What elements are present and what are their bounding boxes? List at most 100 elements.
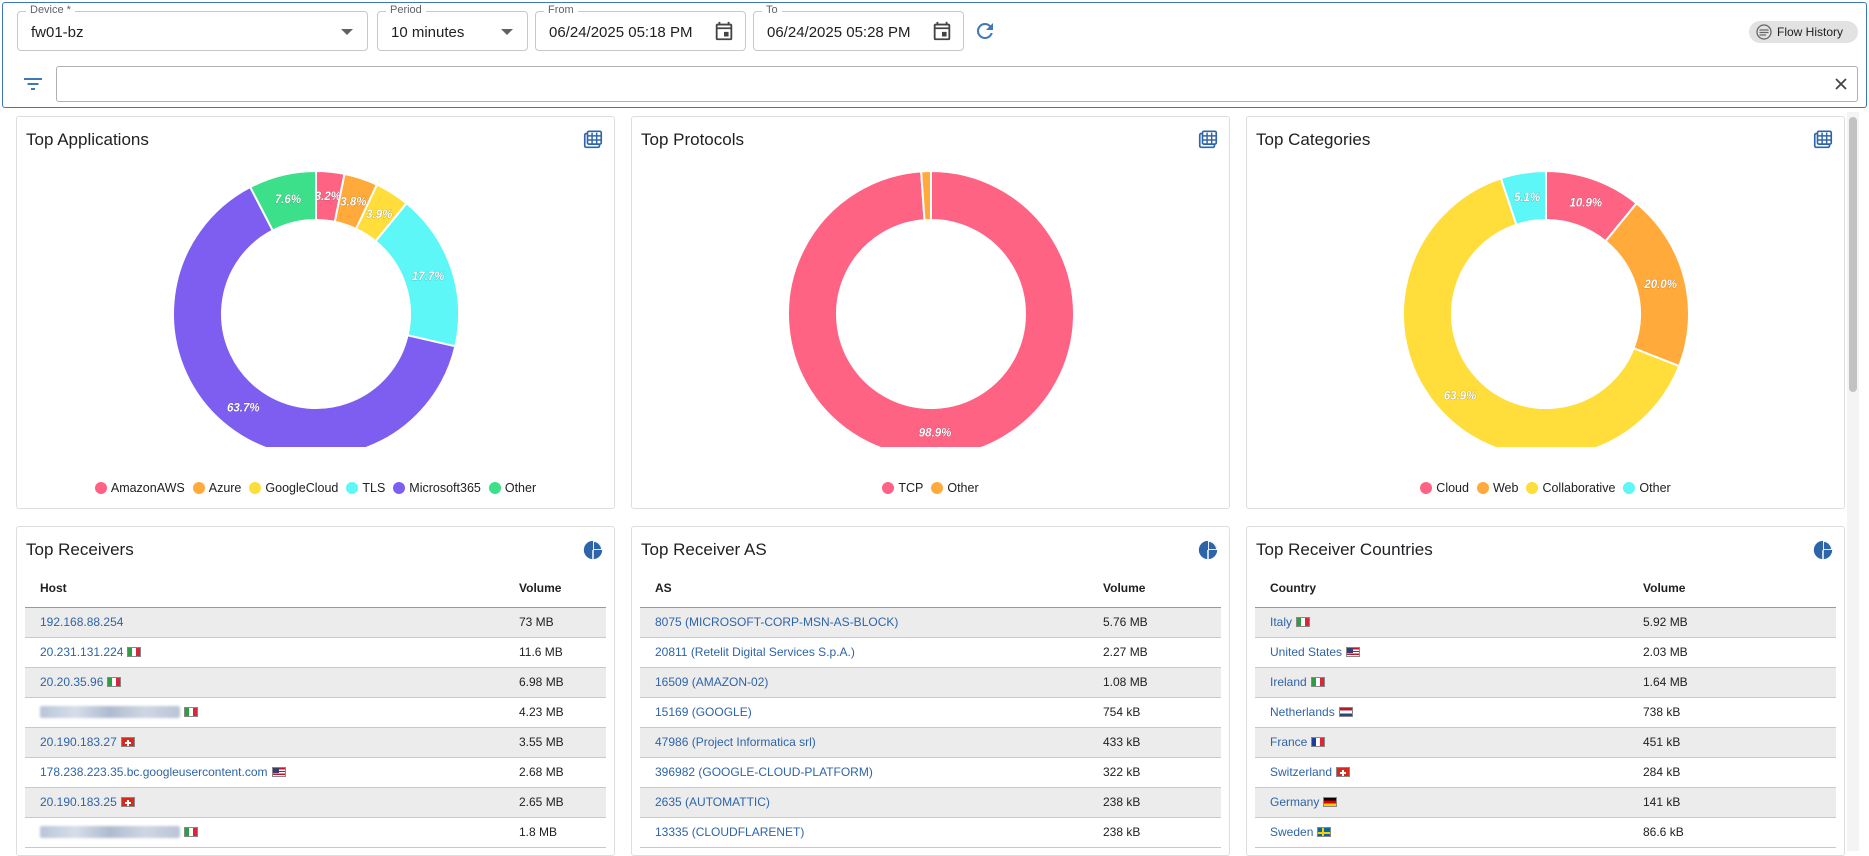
- table-header-row: Host Volume: [25, 570, 606, 608]
- table-row: 47986 (Project Informatica srl) 433 kB: [640, 727, 1221, 758]
- legend-item-googlecloud[interactable]: GoogleCloud: [249, 481, 338, 495]
- legend-item-amazonaws[interactable]: AmazonAWS: [94, 481, 185, 495]
- slice-collaborative[interactable]: [1402, 177, 1681, 447]
- table-row: 20811 (Retelit Digital Services S.p.A.) 2…: [640, 637, 1221, 668]
- slice-label-googlecloud: 3.9%: [366, 209, 392, 221]
- name-cell: Germany: [1255, 787, 1628, 818]
- table-view-icon[interactable]: [1812, 129, 1834, 151]
- table-row: United States 2.03 MB: [1255, 637, 1836, 668]
- table-row: Netherlands 738 kB: [1255, 697, 1836, 728]
- volume-cell: 238 kB: [1088, 787, 1221, 818]
- column-header-volume[interactable]: Volume: [504, 570, 606, 608]
- row-link[interactable]: Sweden: [1270, 825, 1314, 839]
- volume-cell: 5.76 MB: [1088, 607, 1221, 638]
- row-link[interactable]: 13335 (CLOUDFLARENET): [655, 825, 805, 839]
- legend-item-cloud[interactable]: Cloud: [1420, 481, 1469, 495]
- pie-chart-icon[interactable]: [1812, 539, 1834, 561]
- column-header-volume[interactable]: Volume: [1088, 570, 1221, 608]
- volume-cell: 2.03 MB: [1628, 637, 1836, 668]
- column-header-host[interactable]: Host: [25, 570, 504, 608]
- row-link[interactable]: 20.20.35.96: [40, 675, 104, 689]
- protocols-donut-chart: 98.9%: [787, 169, 1075, 447]
- pie-chart-icon[interactable]: [1197, 539, 1219, 561]
- card-title: Top Applications: [26, 130, 149, 149]
- slice-microsoft365[interactable]: [172, 185, 457, 447]
- scrollbar-thumb[interactable]: [1849, 117, 1857, 392]
- legend-item-tcp[interactable]: TCP: [882, 481, 923, 495]
- flag-ch-icon: [1336, 767, 1351, 777]
- legend-item-azure[interactable]: Azure: [192, 481, 241, 495]
- column-header-country[interactable]: Country: [1255, 570, 1628, 608]
- flow-history-label: Flow History: [1777, 25, 1844, 39]
- name-cell: United States: [1255, 637, 1628, 668]
- row-link[interactable]: 15169 (GOOGLE): [655, 705, 752, 719]
- legend-item-tls[interactable]: TLS: [346, 481, 385, 495]
- legend-swatch: [1526, 482, 1539, 494]
- legend-item-web[interactable]: Web: [1476, 481, 1518, 495]
- legend-item-other[interactable]: Other: [931, 481, 979, 495]
- slice-tcp[interactable]: [787, 169, 1075, 447]
- filter-icon[interactable]: [23, 75, 43, 93]
- row-link[interactable]: 20.190.183.27: [40, 735, 117, 749]
- period-select[interactable]: Period 10 minutes: [377, 4, 528, 51]
- card-title: Top Protocols: [641, 130, 744, 149]
- device-select[interactable]: Device * fw01-bz: [17, 4, 368, 51]
- row-link[interactable]: Germany: [1270, 795, 1320, 809]
- pie-chart-icon[interactable]: [582, 539, 604, 561]
- legend-swatch: [192, 482, 205, 494]
- table-row: 8075 (MICROSOFT-CORP-MSN-AS-BLOCK) 5.76 M…: [640, 607, 1221, 638]
- row-link[interactable]: 8075 (MICROSOFT-CORP-MSN-AS-BLOCK): [655, 615, 899, 629]
- row-link[interactable]: 178.238.223.35.bc.googleusercontent.com: [40, 765, 268, 779]
- legend-item-other[interactable]: Other: [1623, 481, 1671, 495]
- close-icon[interactable]: [1833, 76, 1849, 92]
- row-link[interactable]: Switzerland: [1270, 765, 1333, 779]
- table-row: 178.238.223.35.bc.googleusercontent.com 2…: [25, 757, 606, 788]
- table-row: Germany 141 kB: [1255, 787, 1836, 818]
- column-header-volume[interactable]: Volume: [1628, 570, 1836, 608]
- name-cell: Italy: [1255, 607, 1628, 638]
- row-link[interactable]: Netherlands: [1270, 705, 1335, 719]
- legend-item-collaborative[interactable]: Collaborative: [1526, 481, 1615, 495]
- volume-cell: 73 MB: [504, 607, 606, 638]
- to-date-field[interactable]: To 06/24/2025 05:28 PM: [753, 4, 964, 51]
- slice-label-cloud: 10.9%: [1570, 197, 1603, 209]
- table-view-icon[interactable]: [1197, 129, 1219, 151]
- row-link[interactable]: 20811 (Retelit Digital Services S.p.A.): [655, 645, 855, 659]
- row-link[interactable]: 20.190.183.25: [40, 795, 117, 809]
- calendar-icon[interactable]: [931, 20, 953, 42]
- from-date-field[interactable]: From 06/24/2025 05:18 PM: [535, 4, 746, 51]
- row-link[interactable]: Italy: [1270, 615, 1293, 629]
- row-link[interactable]: France: [1270, 735, 1308, 749]
- legend-swatch: [1623, 482, 1636, 494]
- slice-other[interactable]: [920, 169, 932, 222]
- legend-item-other[interactable]: Other: [488, 481, 536, 495]
- refresh-icon[interactable]: [973, 19, 997, 43]
- slice-label-azure: 3.8%: [340, 197, 366, 209]
- row-link[interactable]: 47986 (Project Informatica srl): [655, 735, 816, 749]
- slice-other[interactable]: [1499, 169, 1547, 227]
- redacted-host-link[interactable]: [40, 706, 180, 718]
- row-link[interactable]: United States: [1270, 645, 1343, 659]
- row-link[interactable]: 2635 (AUTOMATTIC): [655, 795, 770, 809]
- slice-other[interactable]: [248, 169, 317, 232]
- name-cell: 178.238.223.35.bc.googleusercontent.com: [25, 757, 504, 788]
- name-cell: Netherlands: [1255, 697, 1628, 728]
- applications-donut-chart: 3.2% 3.8%3.9% 17.7% 63.7% 7.6%: [172, 169, 460, 447]
- flag-ch-icon: [120, 797, 135, 807]
- row-link[interactable]: 16509 (AMAZON-02): [655, 675, 769, 689]
- card-title: Top Receivers: [26, 540, 134, 559]
- row-link[interactable]: 192.168.88.254: [40, 615, 124, 629]
- row-link[interactable]: 20.231.131.224: [40, 645, 124, 659]
- row-link[interactable]: Ireland: [1270, 675, 1307, 689]
- volume-cell: 1.64 MB: [1628, 667, 1836, 698]
- calendar-icon[interactable]: [713, 20, 735, 42]
- column-header-as[interactable]: AS: [640, 570, 1088, 608]
- redacted-host-link[interactable]: [40, 826, 180, 838]
- table-view-icon[interactable]: [582, 129, 604, 151]
- filter-query-input[interactable]: [56, 66, 1858, 102]
- slice-label-tls: 17.7%: [412, 271, 445, 283]
- row-link[interactable]: 396982 (GOOGLE-CLOUD-PLATFORM): [655, 765, 873, 779]
- flow-history-button[interactable]: Flow History: [1749, 21, 1858, 43]
- table-header-row: Country Volume: [1255, 570, 1836, 608]
- legend-item-microsoft365[interactable]: Microsoft365: [393, 481, 481, 495]
